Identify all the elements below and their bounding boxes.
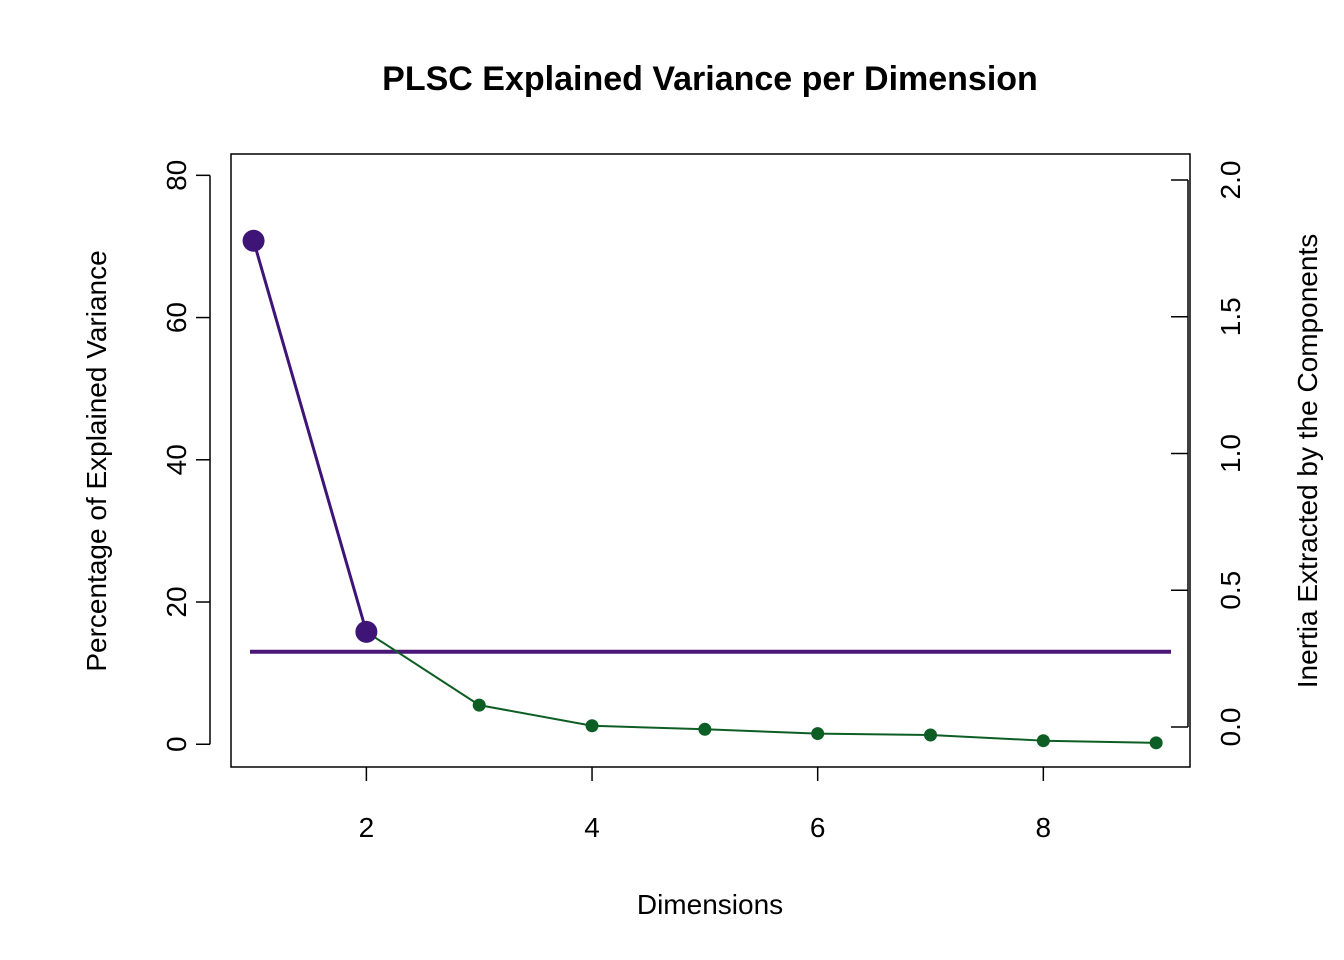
- secondary-y-tick-label: 0.5: [1215, 571, 1246, 610]
- series-segment: [592, 724, 705, 731]
- data-point: [698, 722, 712, 736]
- data-point: [472, 698, 486, 712]
- secondary-y-axis-label: Inertia Extracted by the Components: [1292, 234, 1323, 688]
- x-axis-label: Dimensions: [637, 889, 783, 920]
- series-segment: [1043, 739, 1157, 744]
- y-tick-label: 40: [161, 444, 192, 475]
- x-tick-label: 8: [1036, 812, 1052, 843]
- data-point: [585, 719, 599, 733]
- chart-title: PLSC Explained Variance per Dimension: [382, 60, 1038, 98]
- series-segment: [252, 240, 368, 633]
- data-point: [355, 620, 378, 643]
- x-tick-label: 2: [359, 812, 375, 843]
- series-segment: [479, 704, 593, 727]
- x-tick-label: 6: [810, 812, 826, 843]
- secondary-y-tick-label: 2.0: [1215, 161, 1246, 200]
- series-segment: [817, 732, 931, 736]
- series-segment: [365, 631, 480, 706]
- data-point: [1036, 734, 1050, 748]
- data-point: [924, 728, 938, 742]
- y-axis-label: Percentage of Explained Variance: [81, 250, 112, 671]
- x-tick-label: 4: [584, 812, 600, 843]
- y-tick-label: 0: [161, 736, 192, 752]
- y-tick-label: 20: [161, 586, 192, 617]
- y-tick-label: 80: [161, 160, 192, 191]
- y-axis: 0 20 40 60 80: [161, 160, 211, 752]
- x-axis: 2 4 6 8: [359, 767, 1052, 843]
- series-layer: [242, 229, 1163, 750]
- secondary-y-tick-label: 0.0: [1215, 708, 1246, 747]
- secondary-y-tick-label: 1.5: [1215, 297, 1246, 336]
- secondary-y-axis: 0.0 0.5 1.0 1.5 2.0: [1171, 161, 1246, 747]
- plot-frame: [230, 153, 1191, 768]
- data-point: [242, 229, 265, 252]
- data-point: [811, 727, 825, 741]
- series-segment: [704, 728, 818, 735]
- data-point: [1149, 736, 1163, 750]
- series-segment: [930, 734, 1044, 742]
- secondary-y-tick-label: 1.0: [1215, 434, 1246, 473]
- y-tick-label: 60: [161, 302, 192, 333]
